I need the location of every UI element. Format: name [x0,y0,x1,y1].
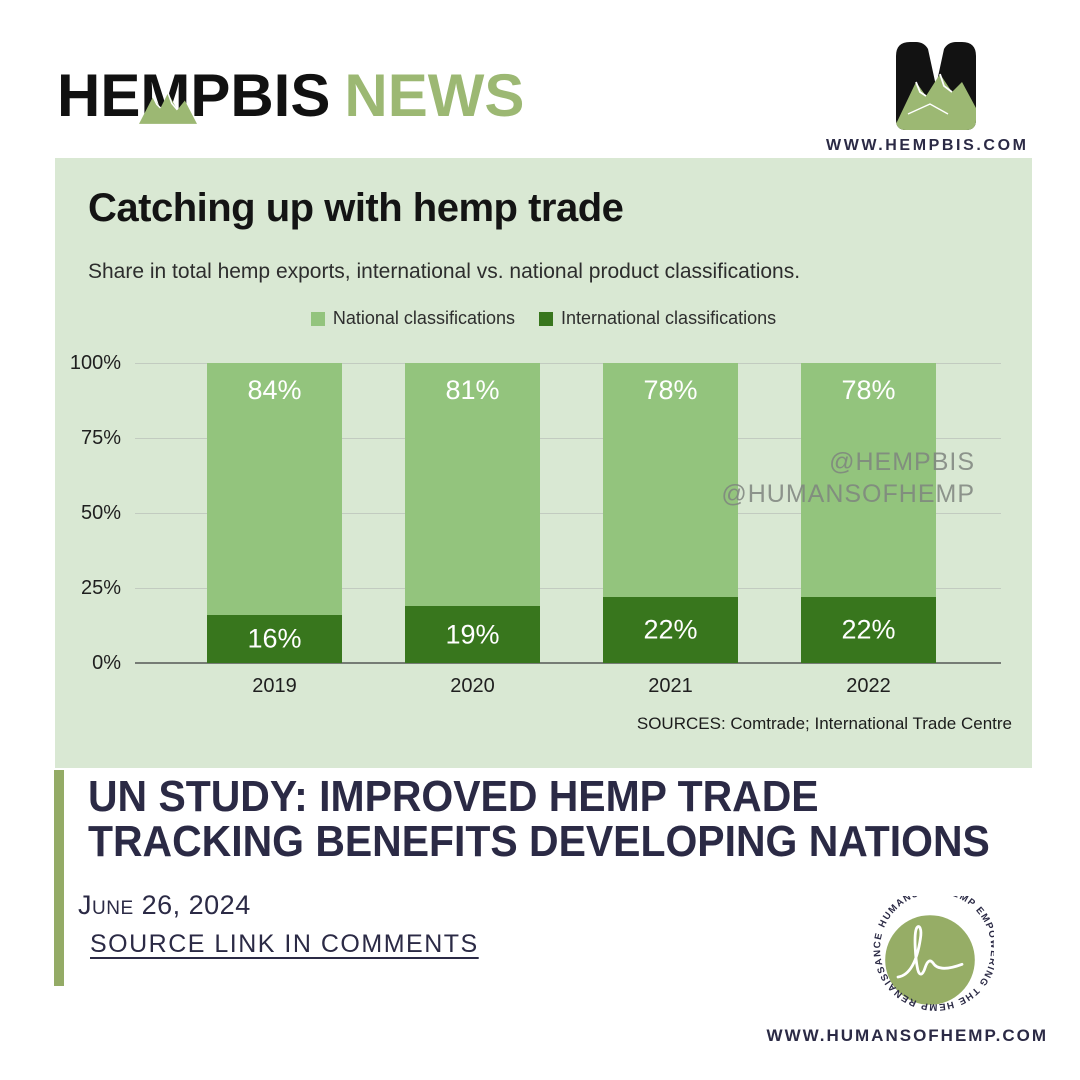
chart-sources: SOURCES: Comtrade; International Trade C… [636,714,1012,733]
y-tick-50: 50% [80,502,121,524]
bar-segment-international-2022: 22% [801,597,936,663]
legend-swatch-international [538,311,553,326]
x-tick-2022: 2022 [846,675,891,697]
gridline-50 [135,513,1001,514]
bar-value-national-2021: 78% [643,375,698,405]
bar-group-2019: 84% 16% 2019 [207,363,342,697]
badge-h-script-icon [896,925,964,979]
bar-value-international-2019: 16% [247,623,302,654]
gridline-75 [135,438,1001,439]
watermark-line-2: @HUMANSOFHEMP [721,480,975,508]
bar-segment-international-2019: 16% [207,615,342,663]
brand-logo: HEMPBIS NEWS [57,66,524,126]
brand-logo-news: NEWS [344,62,525,129]
bar-group-2020: 81% 19% 2020 [405,363,540,697]
brand-logo-hempbis: HEMPBIS [57,62,331,129]
chart-plot-area: 100% 75% 50% 25% 0% 84% 16% 2019 81% 19% 2020… [70,352,1001,697]
chart-title: Catching up with hemp trade [88,186,624,230]
x-tick-2021: 2021 [648,675,693,697]
bar-value-national-2022: 78% [841,375,896,405]
x-tick-2020: 2020 [450,675,495,697]
legend-item-international: International classifications [538,308,777,329]
y-tick-25: 25% [80,577,121,599]
headline-line-2: TRACKING BENEFITS DEVELOPING NATIONS [88,817,990,866]
bar-segment-national-2020: 81% [405,363,540,606]
chart-legend: National classifications International c… [55,308,1032,329]
bar-value-international-2022: 22% [841,614,896,645]
humansofhemp-url: WWW.HUMANSOFHEMP.COM [766,1026,1048,1045]
bar-segment-national-2019: 84% [207,363,342,615]
y-tick-100: 100% [69,352,121,374]
gridline-25 [135,588,1001,589]
y-tick-75: 75% [80,427,121,449]
article-date: June 26, 2024 [78,890,251,920]
source-link[interactable]: SOURCE LINK IN COMMENTS [90,930,479,958]
headline-line-1: UN STUDY: IMPROVED HEMP TRADE [88,772,819,821]
bar-segment-international-2020: 19% [405,606,540,663]
y-tick-0: 0% [92,652,121,674]
hempbis-m-logo [896,42,976,130]
headline: UN STUDY: IMPROVED HEMP TRADE TRACKING B… [88,774,990,864]
gridline-100 [135,363,1001,364]
bar-value-national-2019: 84% [247,375,302,405]
legend-label-national: National classifications [332,308,515,328]
watermark: @HEMPBIS @HUMANSOFHEMP [721,446,975,510]
bar-value-national-2020: 81% [445,375,500,405]
mountain-icon [139,92,197,124]
x-tick-2019: 2019 [252,675,297,697]
bar-group-2021: 78% 22% 2021 [603,363,738,697]
bar-value-international-2020: 19% [445,619,500,649]
hempbis-url: WWW.HEMPBIS.COM [826,137,1029,154]
legend-label-international: International classifications [560,308,777,328]
bar-group-2022: 78% 22% 2022 [801,363,936,697]
bar-series-container: 84% 16% 2019 81% 19% 2020 78% 22% 2021 78% 22% 2022 [135,363,1001,697]
humans-of-hemp-badge: HUMANS OF HEMP EMPOWERING THE HEMP RENAI… [872,896,994,1012]
x-axis-line [135,662,1001,664]
headline-accent-bar [54,770,64,986]
legend-item-national: National classifications [310,308,515,329]
chart-card: Catching up with hemp trade Share in tot… [55,158,1032,768]
bar-segment-international-2021: 22% [603,597,738,663]
bar-segment-national-2021: 78% [603,363,738,597]
legend-swatch-national [310,311,325,326]
watermark-line-1: @HEMPBIS [829,448,975,476]
bar-value-international-2021: 22% [643,614,698,645]
chart-subtitle: Share in total hemp exports, internation… [88,260,801,283]
bar-segment-national-2022: 78% [801,363,936,597]
